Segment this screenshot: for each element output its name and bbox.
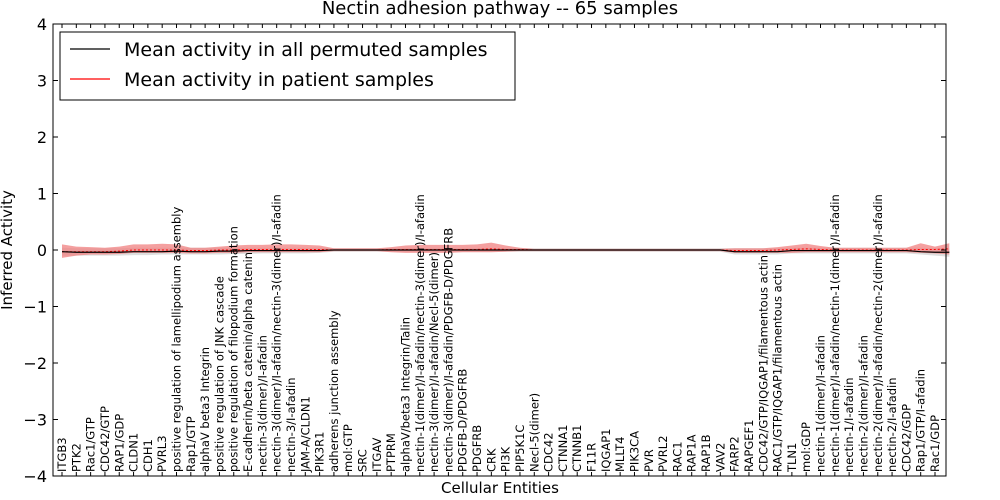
x-tick-label: nectin-2(dimer)/I-afadin — [856, 335, 870, 472]
x-tick-label: TLN1 — [785, 443, 799, 473]
x-tick-label: RAC1/GTP/IQGAP1/filamentous actin — [771, 264, 785, 472]
y-tick-label: 1 — [37, 185, 47, 204]
x-tick-label: PVRL3 — [155, 435, 169, 472]
x-tick-label: PVR — [642, 449, 656, 472]
x-tick-label: PIK3R1 — [313, 432, 327, 473]
x-tick-label: adherens junction assembly — [327, 310, 341, 472]
x-tick-label: CDC42 — [542, 432, 556, 472]
x-tick-label: VAV2 — [713, 443, 727, 472]
x-tick-label: nectin-2(dimer)/I-afadin/nectin-2(dimer)… — [871, 194, 885, 472]
x-tick-label: positive regulation of JNK cascade — [212, 276, 226, 472]
x-tick-label: Rac1/GDP — [928, 415, 942, 472]
x-tick-label: PI3K — [499, 446, 513, 472]
x-tick-label: PDGFRB — [470, 425, 484, 472]
y-axis-title: Inferred Activity — [0, 190, 16, 310]
x-tick-label: ITGAV — [370, 438, 384, 472]
x-tick-label: CRK — [484, 448, 498, 472]
x-tick-label: PTPRM — [384, 433, 398, 472]
plot-area — [61, 242, 950, 258]
x-tick-label: PDGFB-D/PDGFRB — [456, 369, 470, 472]
x-tick-label: nectin-1(dimer)/I-afadin/nectin-1(dimer)… — [828, 194, 842, 472]
x-tick-label: CDC42/GDP — [899, 404, 913, 472]
x-tick-label: nectin-1(dimer)/I-afadin — [814, 335, 828, 472]
y-tick-label: −1 — [23, 298, 47, 317]
x-tick-label: alphaV/beta3 Integrin/Talin — [398, 317, 412, 472]
x-tick-label: ITGB3 — [55, 437, 69, 472]
x-tick-label: Rap1/GTP — [184, 416, 198, 472]
x-tick-label: mol:GTP — [341, 424, 355, 472]
x-tick-label: RAPGEF1 — [742, 420, 756, 472]
x-tick-label: nectin-1/I-afadin — [842, 377, 856, 472]
x-tick-label: JAM-A/CLDN1 — [298, 396, 312, 473]
x-tick-label: PIK3CA — [627, 431, 641, 472]
y-tick-label: −3 — [23, 411, 47, 430]
x-tick-label: CDC42/GTP — [98, 406, 112, 472]
x-tick-label: CLDN1 — [127, 433, 141, 472]
x-tick-label: nectin-3(dimer)/I-afadin/nectin-3(dimer)… — [270, 194, 284, 472]
y-tick-label: 2 — [37, 128, 47, 147]
x-axis-title: Cellular Entities — [441, 479, 559, 497]
x-tick-label: nectin-3(dimer)/I-afadin/Necl-5(dimer) — [427, 252, 441, 472]
x-tick-label: Rap1/GTP/I-afadin — [914, 369, 928, 472]
x-tick-label: nectin-3/I-afadin — [284, 377, 298, 472]
x-tick-label: IQGAP1 — [599, 429, 613, 472]
legend-box — [59, 31, 516, 101]
x-tick-label: mol:GDP — [799, 422, 813, 472]
x-tick-label: nectin-2/I-afadin — [885, 378, 899, 473]
x-tick-label: PVRL2 — [656, 435, 670, 472]
x-tick-label: alphaV beta3 Integrin — [198, 347, 212, 472]
y-tick-label: 4 — [37, 15, 47, 34]
x-tick-label: nectin-3(dimer)/I-afadin/PDGFB-D/PDGFRB — [441, 228, 455, 472]
y-tick-label: −4 — [23, 467, 47, 486]
x-tick-label: CDH1 — [141, 439, 155, 472]
legend-label-permuted: Mean activity in all permuted samples — [124, 39, 487, 61]
x-tick-label: F11R — [585, 443, 599, 472]
x-tick-label: SRC — [356, 449, 370, 472]
x-tick-label: Rac1/GTP — [84, 417, 98, 472]
x-tick-label: RAP1A — [685, 434, 699, 472]
legend-label-patient: Mean activity in patient samples — [124, 69, 434, 91]
legend: Mean activity in all permuted samples Me… — [59, 31, 516, 101]
x-tick-label: RAP1/GDP — [112, 414, 126, 472]
x-tick-label: CTNNA1 — [556, 425, 570, 472]
x-tick-label: positive regulation of lamellipodium ass… — [169, 207, 183, 472]
x-tick-label: PTK2 — [69, 443, 83, 472]
x-tick-label: nectin-1(dimer)/I-afadin/nectin-3(dimer)… — [413, 194, 427, 472]
x-tick-label: positive regulation of filopodium format… — [227, 226, 241, 472]
x-tick-label: RAC1 — [670, 441, 684, 472]
x-tick-label: nectin-3(dimer)/I-afadin — [255, 335, 269, 472]
x-tick-label: FARP2 — [728, 436, 742, 472]
x-axis: ITGB3 PTK2 Rac1/GTP CDC42/GTP RAP1/GDP CLDN1 C… — [55, 24, 942, 476]
x-tick-label: CDC42/GTP/IQGAP1/filamentous actin — [756, 255, 770, 472]
y-tick-label: −2 — [23, 354, 47, 373]
chart-title: Nectin adhesion pathway -- 65 samples — [322, 0, 678, 19]
x-tick-label: MLLT4 — [613, 437, 627, 473]
y-tick-label: 3 — [37, 72, 47, 91]
x-tick-label: E-cadherin/beta catenin/alpha catenin — [241, 252, 255, 472]
x-tick-label: RAP1B — [699, 434, 713, 472]
x-tick-label: Necl-5(dimer) — [527, 393, 541, 472]
y-axis: −4 −3 −2 −1 0 1 2 3 4 — [23, 15, 946, 486]
x-tick-label: PIP5K1C — [513, 425, 527, 472]
y-tick-label: 0 — [37, 241, 47, 260]
permuted-mean-line — [61, 249, 950, 253]
x-tick-label: CTNNB1 — [570, 425, 584, 472]
